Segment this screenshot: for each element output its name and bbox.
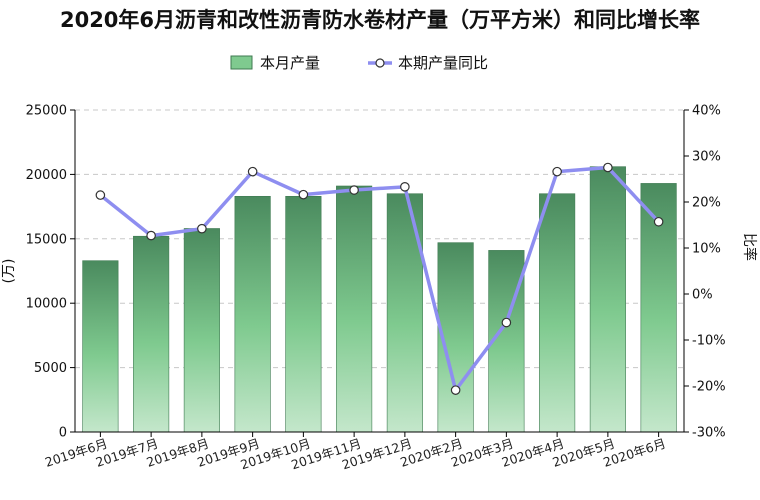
left-tick-label: 15000 — [26, 232, 67, 247]
bar — [234, 195, 271, 433]
bar-layer — [82, 166, 677, 433]
line-point — [298, 189, 309, 200]
left-tick-label: 0 — [59, 426, 67, 441]
line-point — [247, 166, 258, 177]
legend-swatch-bar — [230, 55, 253, 70]
line-series — [99, 165, 660, 392]
left-tick-label: 20000 — [26, 168, 67, 183]
left-tick-label: 5000 — [34, 361, 67, 376]
right-tick-label: 20% — [692, 196, 721, 211]
right-tick-label: -30% — [692, 426, 726, 441]
bar — [82, 260, 119, 433]
bar — [183, 228, 220, 433]
bar — [539, 193, 576, 433]
line-point — [197, 223, 207, 234]
legend-swatch-point — [375, 58, 385, 68]
line-point — [400, 182, 410, 192]
line-point — [603, 162, 613, 173]
right-axis-label: 比率 — [741, 233, 758, 261]
bar — [589, 166, 626, 433]
left-axis-label: (万) — [1, 259, 17, 284]
left-tick-label: 10000 — [26, 297, 67, 312]
right-tick-label: -10% — [692, 334, 726, 349]
right-tick-label: 40% — [692, 104, 721, 119]
legend-label-line: 本期产量同比 — [398, 54, 488, 72]
line-point — [501, 317, 512, 328]
line-point — [653, 216, 664, 227]
bar — [285, 195, 322, 433]
right-tick-label: 30% — [692, 150, 721, 165]
bar — [336, 185, 373, 433]
line-point — [552, 166, 562, 177]
left-tick-label: 25000 — [26, 104, 67, 119]
line-point — [95, 190, 106, 200]
right-tick-label: -20% — [692, 380, 726, 395]
bar — [133, 235, 170, 433]
grid-layer — [75, 109, 684, 369]
right-tick-label: 0% — [692, 288, 713, 303]
legend-label-bar: 本月产量 — [260, 54, 320, 72]
legend: 本月产量 本期产量同比 — [230, 54, 488, 72]
line-point — [450, 385, 461, 395]
line-layer — [95, 162, 664, 395]
line-point — [146, 230, 156, 241]
chart-title: 2020年6月沥青和改性沥青防水卷材产量（万平方米）和同比增长率 — [59, 8, 701, 32]
right-tick-label: 10% — [692, 242, 721, 257]
line-point — [349, 185, 359, 195]
